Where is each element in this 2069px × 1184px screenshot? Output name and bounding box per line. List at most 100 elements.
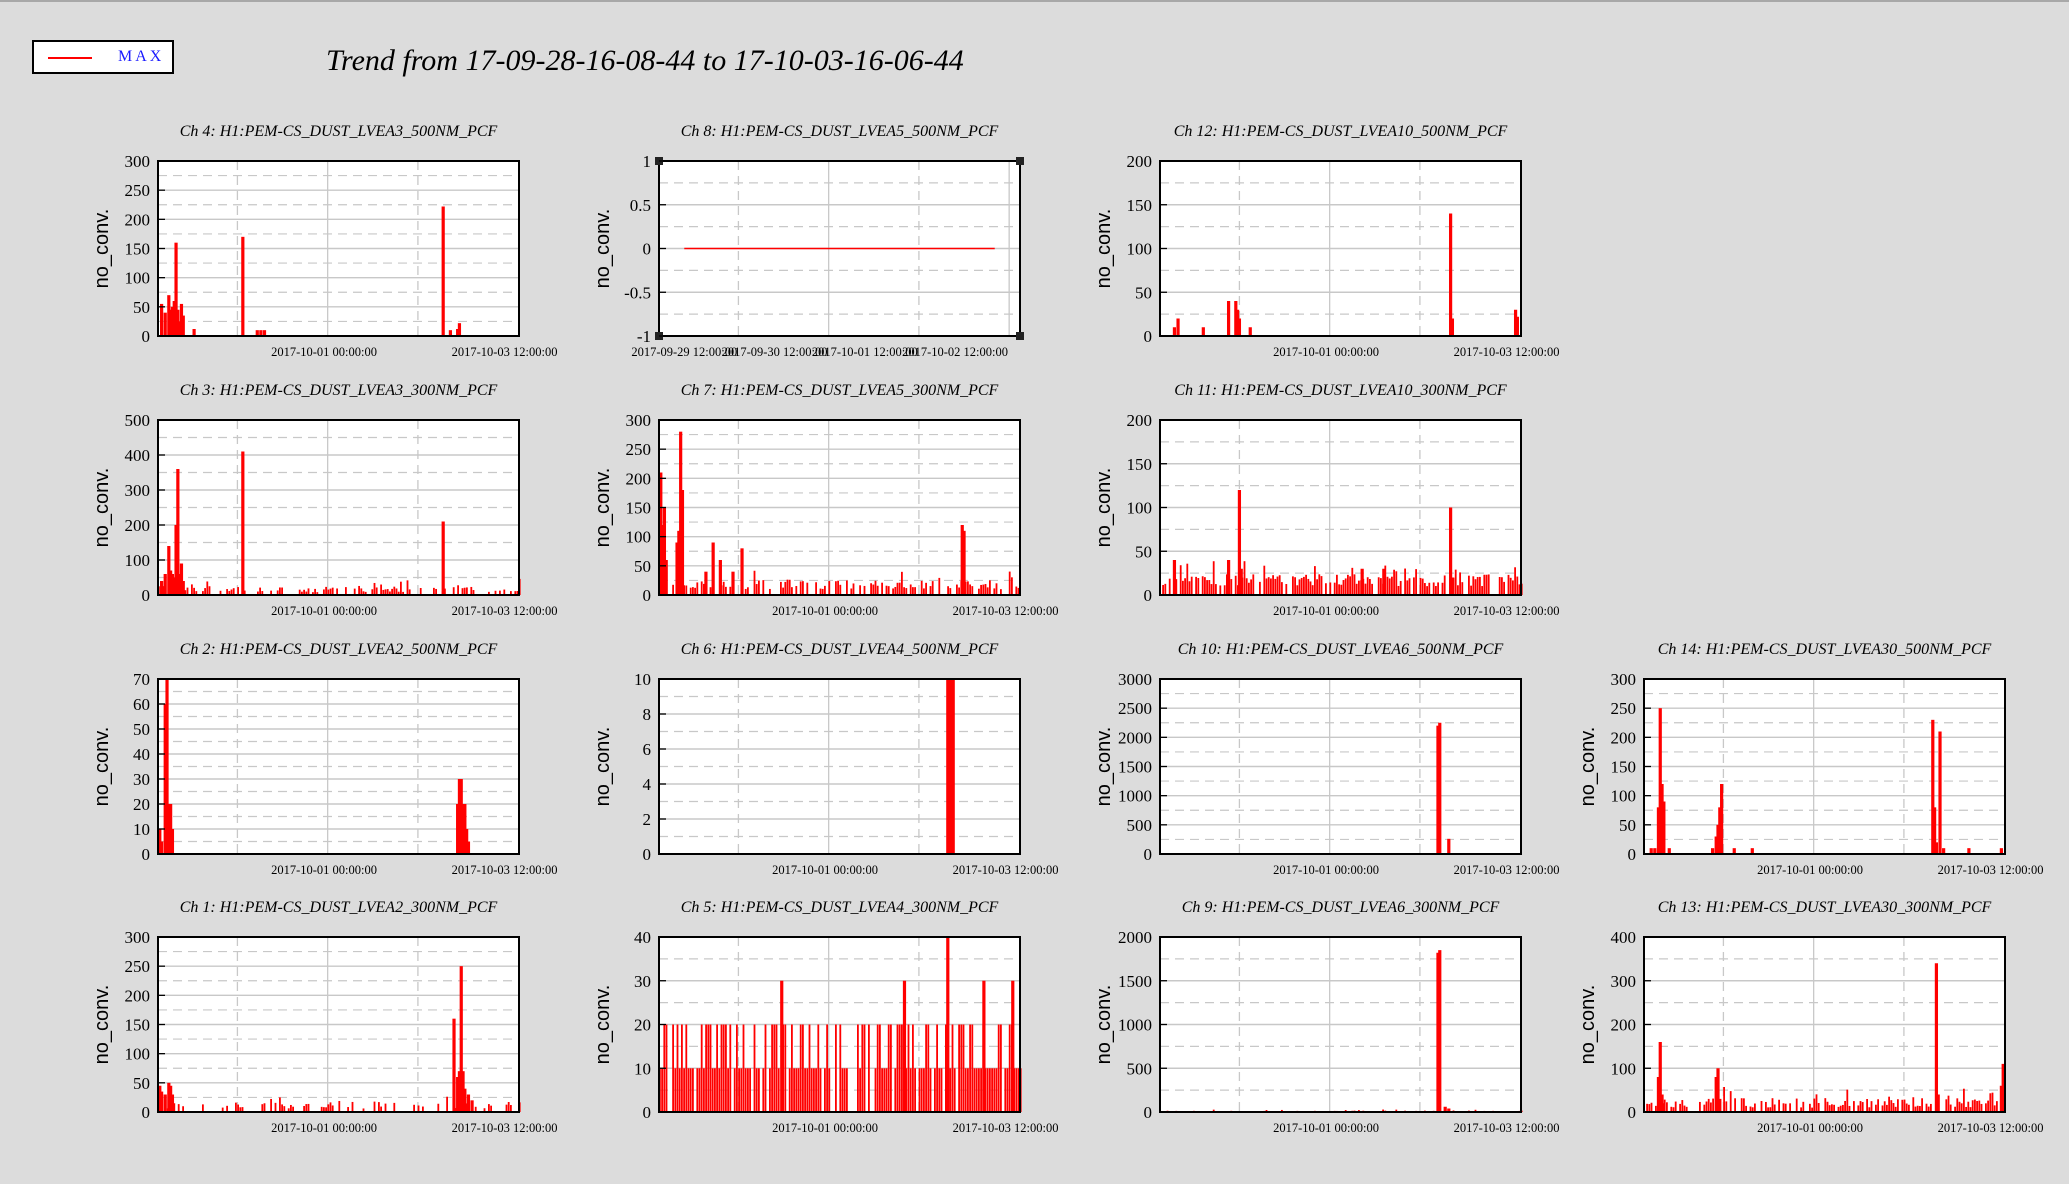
chart-panel: Ch 5: H1:PEM-CS_DUST_LVEA4_300NM_PCF 0 10 2… [592,899,1059,1135]
chart-title: Ch 11: H1:PEM-CS_DUST_LVEA10_300NM_PCF [1174,382,1507,399]
bar-mark [1309,581,1312,595]
bar-mark [1501,577,1503,595]
bar-mark [1325,583,1327,595]
bar-mark [441,206,445,336]
bar-mark [936,1024,938,1112]
bar-mark [461,1071,465,1112]
bar-mark [727,1068,729,1112]
bar-mark [1206,580,1208,595]
bar-mark [452,1018,456,1112]
bar-mark [1919,1106,1921,1112]
bar-mark [1716,824,1720,854]
bar-mark [323,1107,325,1112]
bar-mark [226,589,228,595]
chart-panel: Ch 4: H1:PEM-CS_DUST_LVEA3_500NM_PCF 0 50 1… [91,123,558,359]
bar-mark [160,581,164,595]
bar-mark [909,1068,912,1112]
bar-mark [1894,1106,1897,1112]
bar-mark [279,587,281,595]
bar-mark [892,588,894,595]
bar-mark [799,1024,802,1112]
bar-mark [1993,1105,1996,1112]
bar-mark [241,451,245,595]
bar-mark [1699,1101,1701,1112]
bar-mark [995,1068,998,1112]
bar-mark [839,1024,842,1112]
bar-mark [1281,582,1283,595]
bar-mark [461,804,465,854]
bar-mark [791,587,793,595]
bar-mark [1443,1106,1447,1112]
bar-mark [463,587,466,595]
bar-mark [700,581,703,595]
chart-panel: Ch 6: H1:PEM-CS_DUST_LVEA4_500NM_PCF 0 2 4 6… [592,641,1059,877]
bar-mark [1877,1099,1879,1112]
bar-mark [704,571,708,595]
bar-mark [1329,582,1332,595]
y-tick-label: -0.5 [624,283,651,302]
bar-mark [1718,1098,1722,1112]
bar-mark [731,571,735,595]
bar-mark [170,829,175,854]
bar-mark [466,587,468,595]
bar-mark [298,589,301,595]
bar-mark [1267,577,1270,595]
bar-mark [181,581,185,595]
bar-mark [1916,1105,1919,1112]
bar-mark [1778,1099,1780,1112]
bar-mark [859,585,861,595]
bar-mark [1888,1096,1890,1112]
chart-title: Ch 6: H1:PEM-CS_DUST_LVEA4_500NM_PCF [681,641,999,658]
bar-mark [1802,1101,1805,1112]
x-tick-label: 2017-10-03 12:00:00 [452,863,558,877]
y-tick-label: 0 [643,240,652,259]
bar-mark [1000,1024,1002,1112]
bar-mark [1162,584,1164,595]
bar-mark [371,589,374,595]
bar-mark [1883,1101,1886,1112]
bar-mark [718,1068,721,1112]
bar-mark [1316,579,1318,595]
bar-mark [1344,578,1347,595]
bar-mark [163,704,167,854]
bar-mark [1419,577,1422,595]
bar-mark [1168,578,1171,595]
y-tick-label: 50 [133,298,150,317]
bar-mark [962,530,966,595]
bar-mark [920,1068,923,1112]
bar-mark [470,1100,474,1112]
bar-mark [740,1068,743,1112]
bar-mark [1954,1106,1956,1112]
bar-mark [316,592,319,595]
bar-mark [283,1106,286,1112]
bar-mark [274,1102,277,1112]
bar-mark [949,679,954,854]
bar-mark [1395,571,1398,595]
bar-mark [949,588,952,595]
bar-mark [733,1068,736,1112]
bar-mark [1186,563,1189,595]
bar-mark [700,1024,703,1112]
y-tick-label: 0 [643,1103,652,1122]
bar-mark [1294,577,1296,595]
bar-mark [186,587,189,595]
bar-mark [459,966,463,1112]
bar-mark [1382,568,1386,595]
bar-mark [1773,1104,1776,1112]
bar-mark [1263,565,1266,595]
bar-mark [793,1068,795,1112]
y-tick-label: 50 [133,1074,150,1093]
bar-mark [1683,1105,1686,1112]
bar-mark [1516,576,1519,595]
bar-mark [929,586,932,595]
bar-mark [1338,584,1340,595]
bar-mark [1470,585,1472,595]
bar-mark [1714,1077,1718,1112]
bar-mark [896,1024,899,1112]
bar-mark [707,1024,710,1112]
bar-mark [885,1068,888,1112]
bar-mark [661,1068,663,1112]
bar-mark [753,1024,756,1112]
bar-mark [241,1107,244,1112]
bar-mark [980,584,982,595]
